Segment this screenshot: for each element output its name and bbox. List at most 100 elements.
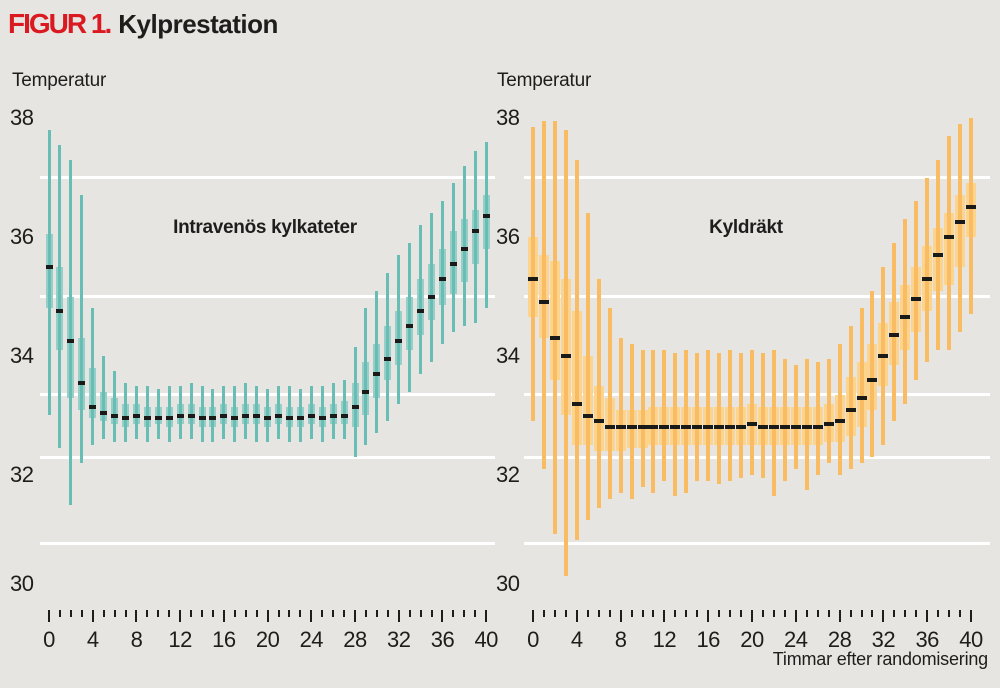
x-tick [222,610,225,622]
whisker-hour-14 [684,350,689,493]
x-tick [299,610,302,617]
median-hour-7 [122,416,129,421]
whisker-hour-10 [156,388,160,440]
whisker-hour-6 [596,278,601,508]
median-hour-27 [823,422,834,427]
median-hour-30 [856,395,867,400]
x-tick-label: 24 [784,627,808,652]
whisker-hour-4 [91,308,95,446]
median-hour-34 [417,309,425,314]
x-tick [201,610,204,617]
x-tick [255,610,258,617]
x-tick [354,610,357,622]
whisker-hour-33 [408,242,412,392]
whisker-hour-36 [925,177,930,362]
x-tick [321,610,324,617]
whisker-hour-2 [552,120,557,535]
median-hour-31 [867,377,878,382]
panel-catheter-plot: Intravenös kylkateter [40,118,495,594]
whisker-hour-12 [178,385,182,440]
whisker-hour-27 [826,358,831,464]
whisker-hour-12 [662,350,667,481]
x-tick [641,610,644,617]
whisker-hour-11 [167,385,171,443]
x-tick [630,610,633,617]
x-axis-right: 0 4 8 12 16 20 24 28 32 36 40 [524,610,990,660]
x-tick [485,610,488,622]
median-hour-40 [966,205,976,210]
whisker-hour-1 [58,144,62,449]
whisker-hour-5 [585,213,590,520]
median-hour-13 [670,425,681,430]
whisker-hour-24 [309,385,313,440]
median-hour-38 [944,235,955,239]
whisker-hour-17 [233,385,237,443]
whisker-hour-13 [189,382,193,440]
x-tick [751,610,753,622]
whisker-hour-34 [419,225,423,374]
median-hour-14 [681,425,692,430]
median-hour-23 [779,425,790,430]
x-tick-label: 0 [43,627,55,652]
x-tick [696,610,699,617]
x-tick [211,610,214,617]
x-tick [474,610,477,617]
x-tick [375,610,378,617]
median-hour-26 [329,413,337,418]
x-tick-label: 36 [915,627,939,652]
x-tick [849,610,852,617]
x-tick-label: 36 [430,627,455,652]
x-tick-label: 28 [827,627,852,652]
x-tick [332,610,335,617]
x-tick [80,610,83,617]
figure-tag: FIGUR 1. [8,8,112,39]
whisker-hour-34 [903,219,908,404]
x-tick [959,610,962,617]
x-tick [266,610,269,622]
median-hour-36 [922,276,933,281]
whisker-hour-38 [947,135,952,351]
x-axis-left: 0 4 8 12 16 20 24 28 32 36 40 [40,610,498,660]
whisker-hour-22 [287,385,291,443]
median-hour-26 [812,425,823,430]
y-axis-title-right: Temperatur [497,70,592,91]
y-tick-label: 36 [10,224,34,249]
x-tick [707,610,710,622]
x-tick [772,610,775,617]
whisker-hour-5 [102,356,106,440]
gridline [40,455,495,459]
x-tick-label: 28 [343,627,367,652]
median-hour-39 [471,229,479,234]
whisker-hour-15 [695,353,700,481]
x-tick [575,610,578,622]
x-tick [233,610,236,617]
median-hour-9 [626,425,637,430]
y-axis-labels-left: 38 36 34 32 30 [10,105,44,596]
x-tick [904,610,907,617]
x-tick [463,610,466,617]
median-hour-11 [648,425,659,430]
x-tick-label: 40 [474,627,498,652]
gridline [524,455,990,459]
x-tick [783,610,786,617]
x-tick-label: 32 [871,627,896,652]
whisker-hour-2 [69,159,73,505]
x-tick [794,610,797,622]
panel-suit-plot: Kyldräkt [524,118,990,594]
x-tick [827,610,830,617]
gridline [524,295,990,298]
x-tick-label: 8 [130,627,143,652]
y-axis-labels-right: 38 36 34 32 30 [496,105,530,596]
whisker-hour-0 [531,126,535,422]
x-tick [69,610,72,617]
median-hour-21 [275,413,283,418]
x-tick-label: 20 [740,627,764,652]
whisker-hour-10 [640,350,645,487]
x-tick [113,610,116,617]
gridline [524,393,990,397]
whisker-hour-16 [222,385,226,440]
median-hour-22 [768,425,779,430]
whisker-hour-35 [914,201,919,380]
median-hour-37 [449,261,457,266]
x-tick [663,610,666,622]
